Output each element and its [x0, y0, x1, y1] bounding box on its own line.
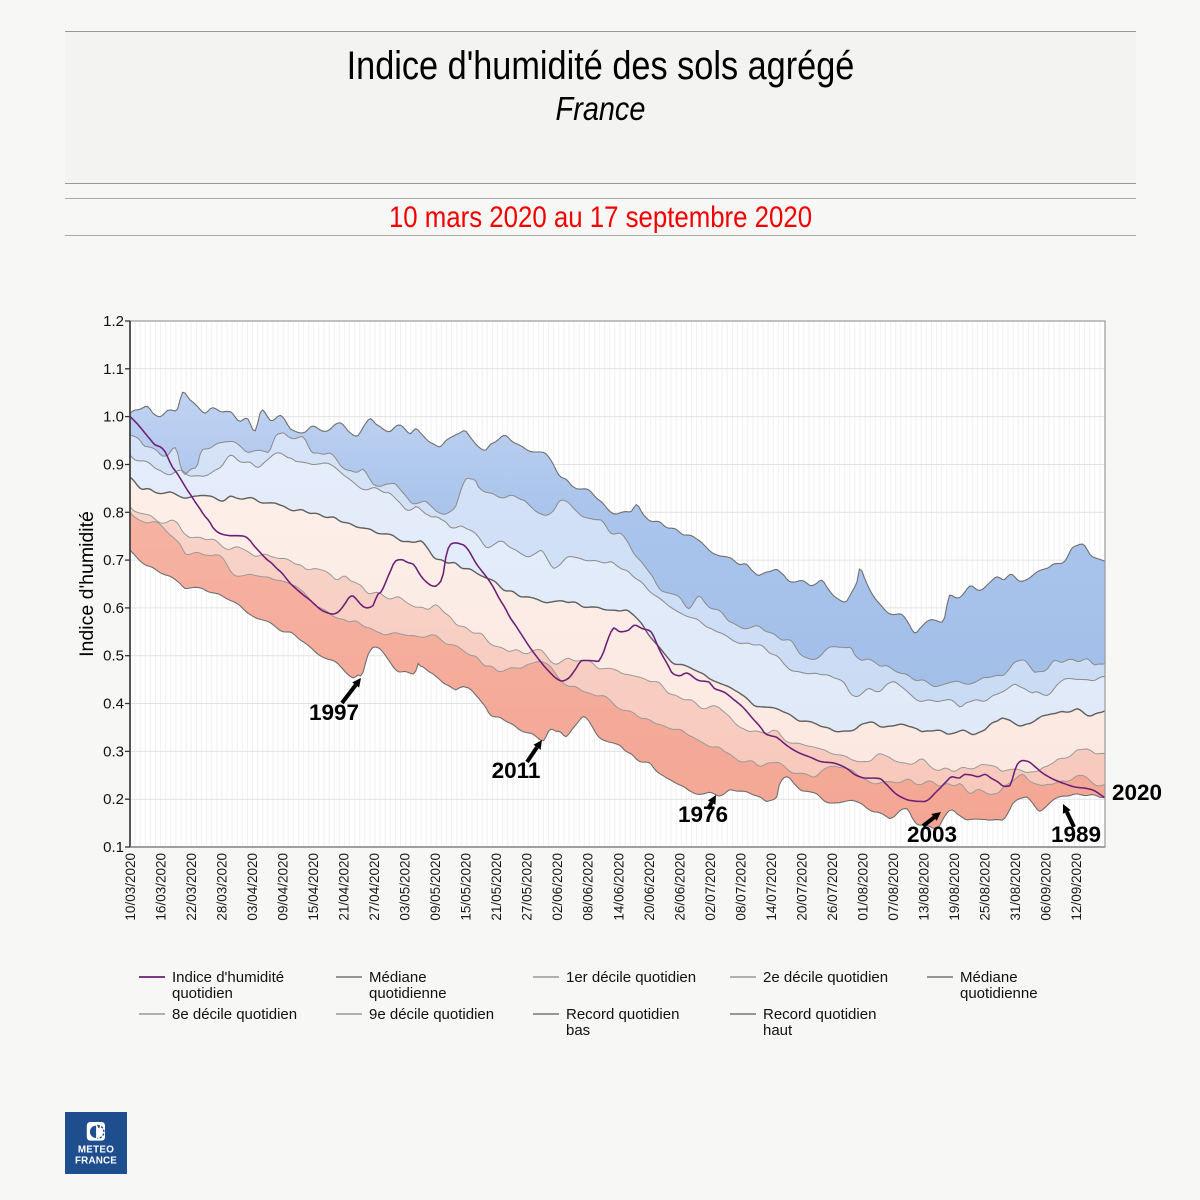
svg-text:2e décile quotidien: 2e décile quotidien: [763, 969, 888, 986]
svg-text:27/04/2020: 27/04/2020: [367, 853, 382, 921]
svg-text:2020: 2020: [1112, 780, 1162, 805]
svg-text:26/07/2020: 26/07/2020: [825, 853, 840, 921]
svg-text:10/03/2020: 10/03/2020: [123, 853, 138, 921]
svg-text:9e décile quotidien: 9e décile quotidien: [369, 1006, 494, 1023]
svg-text:0.8: 0.8: [103, 504, 124, 521]
svg-text:FRANCE: FRANCE: [75, 1155, 117, 1166]
svg-text:31/08/2020: 31/08/2020: [1008, 853, 1023, 921]
svg-text:0.9: 0.9: [103, 457, 124, 474]
svg-text:8e décile quotidien: 8e décile quotidien: [172, 1006, 297, 1023]
svg-text:quotidien: quotidien: [172, 985, 233, 1002]
svg-text:20/06/2020: 20/06/2020: [642, 853, 657, 921]
svg-text:0.3: 0.3: [103, 743, 124, 760]
svg-text:0.5: 0.5: [103, 648, 124, 665]
svg-text:14/06/2020: 14/06/2020: [611, 853, 626, 921]
svg-text:1.2: 1.2: [103, 313, 124, 330]
svg-text:21/04/2020: 21/04/2020: [337, 853, 352, 921]
svg-text:26/06/2020: 26/06/2020: [672, 853, 687, 921]
svg-text:Médiane: Médiane: [369, 969, 427, 986]
svg-text:0.2: 0.2: [103, 791, 124, 808]
svg-text:quotidienne: quotidienne: [369, 985, 447, 1002]
svg-text:07/08/2020: 07/08/2020: [886, 853, 901, 921]
svg-text:03/04/2020: 03/04/2020: [245, 853, 260, 921]
svg-text:16/03/2020: 16/03/2020: [154, 853, 169, 921]
svg-text:09/04/2020: 09/04/2020: [276, 853, 291, 921]
svg-text:haut: haut: [763, 1022, 793, 1039]
svg-text:12/09/2020: 12/09/2020: [1069, 853, 1084, 921]
svg-text:1997: 1997: [309, 700, 359, 725]
svg-text:14/07/2020: 14/07/2020: [764, 853, 779, 921]
svg-text:0.4: 0.4: [103, 696, 124, 713]
svg-text:21/05/2020: 21/05/2020: [489, 853, 504, 921]
svg-text:01/08/2020: 01/08/2020: [855, 853, 870, 921]
svg-text:0.1: 0.1: [103, 839, 124, 856]
svg-text:bas: bas: [566, 1022, 590, 1039]
svg-text:22/03/2020: 22/03/2020: [184, 853, 199, 921]
svg-text:0.6: 0.6: [103, 600, 124, 617]
svg-text:quotidienne: quotidienne: [960, 985, 1038, 1002]
svg-text:08/06/2020: 08/06/2020: [581, 853, 596, 921]
svg-text:Indice d'humidité: Indice d'humidité: [172, 969, 284, 986]
svg-text:Record quotidien: Record quotidien: [763, 1006, 876, 1023]
svg-text:02/06/2020: 02/06/2020: [550, 853, 565, 921]
svg-text:06/09/2020: 06/09/2020: [1039, 853, 1054, 921]
svg-text:08/07/2020: 08/07/2020: [733, 853, 748, 921]
svg-text:1989: 1989: [1051, 822, 1101, 847]
svg-text:0.7: 0.7: [103, 552, 124, 569]
svg-text:2003: 2003: [907, 822, 957, 847]
svg-text:2011: 2011: [492, 758, 541, 783]
svg-text:1er décile quotidien: 1er décile quotidien: [566, 969, 696, 986]
svg-text:13/08/2020: 13/08/2020: [916, 853, 931, 921]
svg-text:15/04/2020: 15/04/2020: [306, 853, 321, 921]
svg-text:15/05/2020: 15/05/2020: [459, 853, 474, 921]
svg-text:1.1: 1.1: [103, 361, 124, 378]
svg-text:METEO: METEO: [78, 1145, 114, 1156]
svg-text:Record quotidien: Record quotidien: [566, 1006, 679, 1023]
svg-text:19/08/2020: 19/08/2020: [947, 853, 962, 921]
svg-text:03/05/2020: 03/05/2020: [398, 853, 413, 921]
svg-text:28/03/2020: 28/03/2020: [215, 853, 230, 921]
svg-text:27/05/2020: 27/05/2020: [520, 853, 535, 921]
svg-text:Médiane: Médiane: [960, 969, 1018, 986]
svg-text:09/05/2020: 09/05/2020: [428, 853, 443, 921]
svg-text:20/07/2020: 20/07/2020: [794, 853, 809, 921]
svg-text:1976: 1976: [678, 802, 728, 827]
svg-text:25/08/2020: 25/08/2020: [977, 853, 992, 921]
svg-text:Indice d'humidité: Indice d'humidité: [76, 511, 98, 657]
svg-text:1.0: 1.0: [103, 409, 124, 426]
svg-text:02/07/2020: 02/07/2020: [703, 853, 718, 921]
